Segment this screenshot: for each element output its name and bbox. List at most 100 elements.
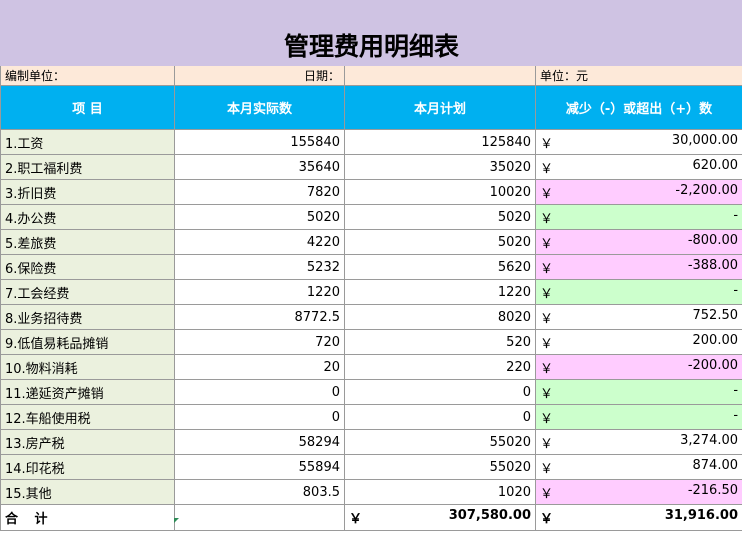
total-diff-value: 31,916.00 (664, 508, 739, 523)
unit-label-cell[interactable]: 编制单位： (0, 65, 175, 86)
table-row: 7.工会经费 1220 1220 ￥ - (0, 279, 742, 305)
diff-cell[interactable]: ￥ 3,274.00 (534, 429, 742, 455)
date-value-cell[interactable] (344, 65, 536, 86)
diff-cell[interactable]: ￥ -200.00 (534, 354, 742, 380)
currency-symbol: ￥ (540, 286, 554, 302)
currency-symbol: ￥ (540, 136, 554, 152)
header-item[interactable]: 项 目 (0, 85, 175, 130)
table-row: 9.低值易耗品摊销 720 520 ￥ 200.00 (0, 329, 742, 355)
diff-cell[interactable]: ￥ 752.50 (534, 304, 742, 330)
diff-cell[interactable]: ￥ -2,200.00 (534, 179, 742, 205)
total-plan[interactable]: ￥ 307,580.00 (344, 504, 536, 531)
actual-cell[interactable]: 803.5 (174, 479, 345, 505)
diff-cell[interactable]: ￥ 620.00 (534, 154, 742, 180)
actual-cell[interactable]: 0 (174, 379, 345, 405)
actual-cell[interactable]: 55894 (174, 454, 345, 480)
plan-cell[interactable]: 10020 (344, 179, 536, 205)
item-cell[interactable]: 10.物料消耗 (0, 354, 175, 380)
diff-value: 30,000.00 (671, 132, 739, 148)
sheet-title[interactable]: 管理费用明细表 (0, 0, 742, 66)
total-diff[interactable]: ￥ 31,916.00 (534, 504, 742, 531)
diff-cell[interactable]: ￥ 874.00 (534, 454, 742, 480)
diff-cell[interactable]: ￥ - (534, 379, 742, 405)
actual-cell[interactable]: 4220 (174, 229, 345, 255)
diff-value: - (733, 407, 739, 423)
plan-cell[interactable]: 0 (344, 379, 536, 405)
item-cell[interactable]: 11.递延资产摊销 (0, 379, 175, 405)
diff-value: -388.00 (687, 257, 739, 273)
title-row: 管理费用明细表 (0, 0, 742, 66)
diff-cell[interactable]: ￥ -216.50 (534, 479, 742, 505)
plan-cell[interactable]: 55020 (344, 429, 536, 455)
diff-value: -800.00 (687, 232, 739, 248)
diff-cell[interactable]: ￥ 30,000.00 (534, 129, 742, 155)
actual-cell[interactable]: 35640 (174, 154, 345, 180)
table-row: 8.业务招待费 8772.5 8020 ￥ 752.50 (0, 304, 742, 330)
diff-cell[interactable]: ￥ - (534, 204, 742, 230)
diff-value: 620.00 (692, 157, 739, 173)
item-cell[interactable]: 9.低值易耗品摊销 (0, 329, 175, 355)
diff-cell[interactable]: ￥ -388.00 (534, 254, 742, 280)
plan-cell[interactable]: 125840 (344, 129, 536, 155)
item-cell[interactable]: 12.车船使用税 (0, 404, 175, 430)
plan-cell[interactable]: 8020 (344, 304, 536, 330)
item-cell[interactable]: 15.其他 (0, 479, 175, 505)
plan-cell[interactable]: 1020 (344, 479, 536, 505)
item-cell[interactable]: 14.印花税 (0, 454, 175, 480)
actual-cell[interactable]: 0 (174, 404, 345, 430)
currency-symbol: ￥ (540, 261, 554, 277)
header-row: 项 目 本月实际数 本月计划 减少（-）或超出（+）数 (0, 85, 742, 130)
actual-cell[interactable]: 5232 (174, 254, 345, 280)
header-diff[interactable]: 减少（-）或超出（+）数 (534, 85, 742, 130)
header-actual[interactable]: 本月实际数 (174, 85, 345, 130)
item-cell[interactable]: 2.职工福利费 (0, 154, 175, 180)
plan-cell[interactable]: 5020 (344, 229, 536, 255)
currency-symbol: ￥ (540, 436, 554, 452)
plan-cell[interactable]: 520 (344, 329, 536, 355)
plan-cell[interactable]: 5020 (344, 204, 536, 230)
currency-symbol: ￥ (349, 512, 363, 527)
item-cell[interactable]: 1.工资 (0, 129, 175, 155)
item-cell[interactable]: 13.房产税 (0, 429, 175, 455)
item-cell[interactable]: 3.折旧费 (0, 179, 175, 205)
diff-cell[interactable]: ￥ -800.00 (534, 229, 742, 255)
currency-symbol: ￥ (540, 461, 554, 477)
actual-cell[interactable]: 58294 (174, 429, 345, 455)
actual-cell[interactable]: 1220 (174, 279, 345, 305)
info-row: 编制单位： 日期： 单位：元 (0, 65, 742, 86)
plan-cell[interactable]: 5620 (344, 254, 536, 280)
actual-cell[interactable]: 155840 (174, 129, 345, 155)
diff-value: 3,274.00 (680, 432, 739, 448)
plan-cell[interactable]: 55020 (344, 454, 536, 480)
plan-cell[interactable]: 220 (344, 354, 536, 380)
table-row: 14.印花税 55894 55020 ￥ 874.00 (0, 454, 742, 480)
plan-cell[interactable]: 35020 (344, 154, 536, 180)
item-cell[interactable]: 8.业务招待费 (0, 304, 175, 330)
diff-cell[interactable]: ￥ - (534, 404, 742, 430)
plan-cell[interactable]: 0 (344, 404, 536, 430)
table-row: 2.职工福利费 35640 35020 ￥ 620.00 (0, 154, 742, 180)
table-row: 6.保险费 5232 5620 ￥ -388.00 (0, 254, 742, 280)
diff-cell[interactable]: ￥ 200.00 (534, 329, 742, 355)
actual-cell[interactable]: 20 (174, 354, 345, 380)
diff-value: - (733, 207, 739, 223)
diff-value: - (733, 382, 739, 398)
total-label[interactable]: 合 计 (0, 504, 175, 531)
currency-symbol: ￥ (540, 186, 554, 202)
actual-cell[interactable]: 720 (174, 329, 345, 355)
currency-label-cell[interactable]: 单位：元 (534, 65, 742, 86)
actual-cell[interactable]: 7820 (174, 179, 345, 205)
diff-cell[interactable]: ￥ - (534, 279, 742, 305)
item-cell[interactable]: 4.办公费 (0, 204, 175, 230)
date-label-cell[interactable]: 日期： (174, 65, 345, 86)
item-cell[interactable]: 5.差旅费 (0, 229, 175, 255)
item-cell[interactable]: 7.工会经费 (0, 279, 175, 305)
currency-symbol: ￥ (540, 512, 554, 527)
plan-cell[interactable]: 1220 (344, 279, 536, 305)
item-cell[interactable]: 6.保险费 (0, 254, 175, 280)
header-plan[interactable]: 本月计划 (344, 85, 536, 130)
actual-cell[interactable]: 5020 (174, 204, 345, 230)
actual-cell[interactable]: 8772.5 (174, 304, 345, 330)
total-actual[interactable] (174, 504, 345, 531)
table-row: 12.车船使用税 0 0 ￥ - (0, 404, 742, 430)
